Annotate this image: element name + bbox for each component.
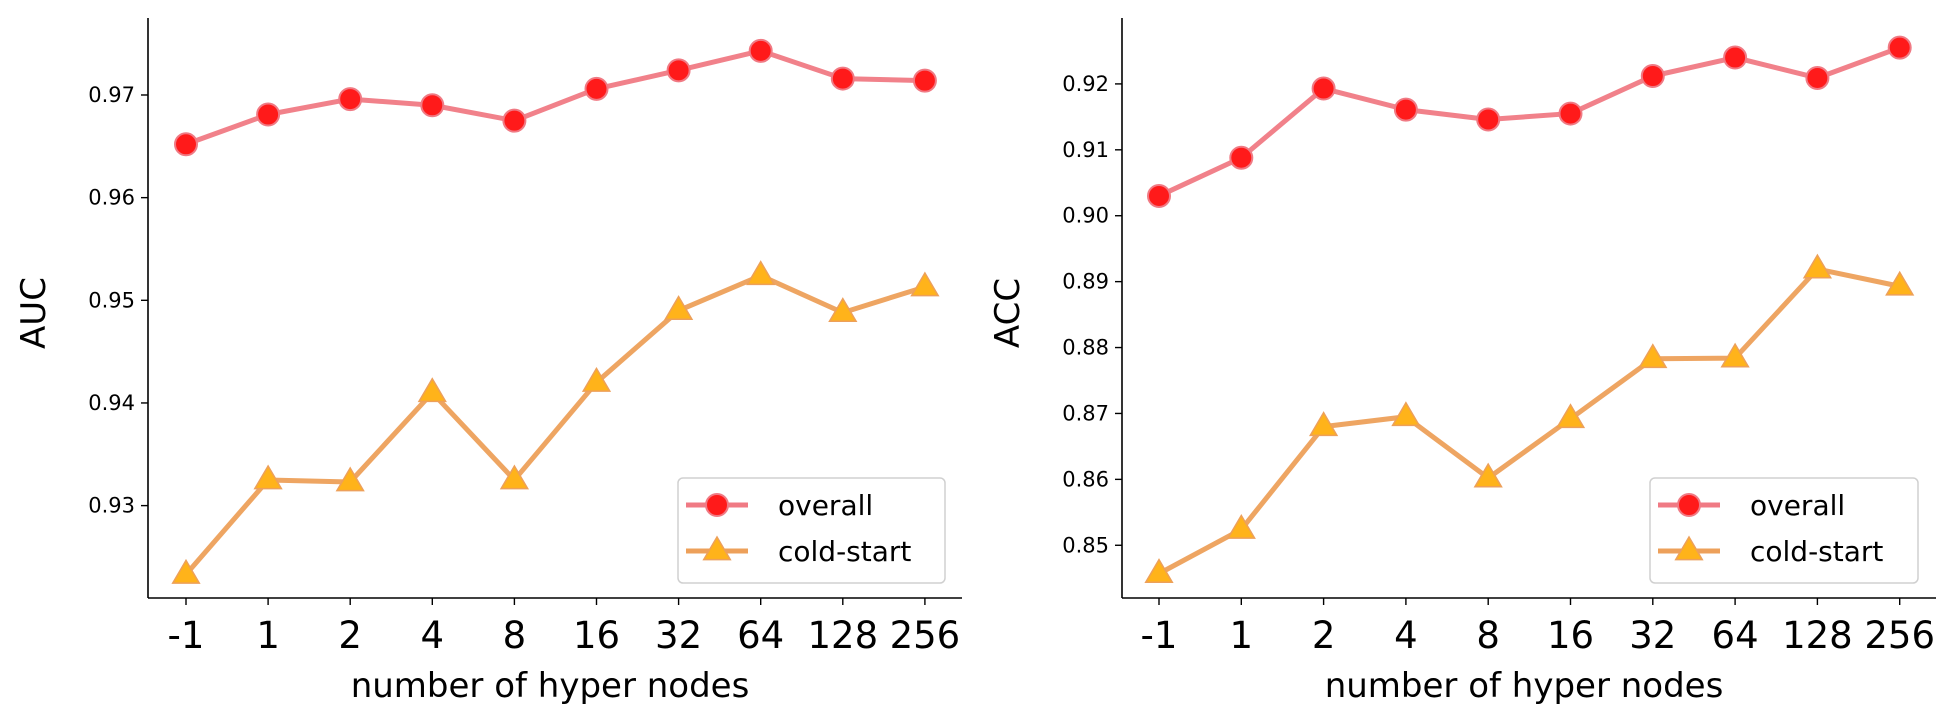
point-overall: [1229, 145, 1254, 170]
y-tick-label: 0.92: [1062, 72, 1109, 96]
y-tick-label: 0.88: [1062, 336, 1109, 360]
x-tick-label: 32: [655, 614, 702, 657]
x-tick-label: -1: [168, 614, 205, 657]
point-cold-start: [499, 464, 530, 490]
point-overall: [830, 66, 855, 91]
x-tick-label: 1: [1230, 614, 1254, 657]
x-tick-label: 1: [256, 614, 280, 657]
y-axis-label: ACC: [988, 278, 1028, 348]
point-overall: [1393, 97, 1418, 122]
point-cold-start: [581, 366, 612, 392]
point-overall: [1640, 64, 1665, 88]
y-tick-label: 0.86: [1062, 467, 1109, 491]
point-overall: [1887, 35, 1912, 60]
y-tick-label: 0.89: [1062, 270, 1109, 294]
x-tick-label: 64: [1712, 614, 1759, 657]
y-tick-label: 0.97: [88, 83, 135, 107]
point-overall: [1723, 45, 1748, 70]
x-tick-label: 4: [1394, 614, 1418, 657]
point-cold-start: [1802, 253, 1833, 279]
point-cold-start: [253, 464, 283, 490]
x-tick-label: 256: [1864, 614, 1935, 657]
point-cold-start: [1308, 411, 1339, 437]
point-cold-start: [1144, 558, 1174, 584]
series-line-overall: [185, 48, 925, 147]
point-cold-start: [171, 558, 201, 584]
y-tick-label: 0.85: [1062, 533, 1109, 557]
legend-label-overall: overall: [778, 489, 873, 522]
x-axis-label: number of hyper nodes: [351, 666, 750, 706]
point-overall: [502, 108, 527, 133]
series-line-cold-start: [184, 273, 926, 577]
x-tick-label: 16: [1547, 614, 1594, 657]
point-cold-start: [1885, 270, 1915, 296]
point-overall: [748, 38, 773, 63]
point-overall: [1147, 183, 1171, 208]
legend-label-cold-start: cold-start: [1750, 535, 1883, 568]
x-axis-label: number of hyper nodes: [1325, 666, 1724, 706]
point-cold-start: [746, 260, 776, 286]
legend-label-cold-start: cold-start: [778, 535, 911, 568]
point-overall: [256, 102, 281, 127]
y-tick-label: 0.90: [1062, 204, 1109, 228]
x-tick-label: 4: [421, 614, 445, 657]
legend-marker-overall: [1677, 493, 1701, 517]
point-overall: [420, 93, 445, 118]
point-overall: [174, 132, 198, 157]
point-cold-start: [1391, 401, 1421, 427]
y-axis-label: AUC: [14, 277, 54, 349]
series-line-overall: [1157, 45, 1901, 199]
series-line-cold-start: [1157, 266, 1901, 576]
x-tick-label: 2: [338, 614, 362, 657]
x-tick-label: 128: [1782, 614, 1853, 657]
point-overall: [666, 58, 691, 83]
x-tick-label: 16: [573, 614, 620, 657]
point-cold-start: [1720, 342, 1750, 368]
point-cold-start: [1473, 462, 1503, 488]
y-tick-label: 0.95: [88, 288, 135, 312]
legend-marker-overall: [705, 493, 729, 517]
x-tick-label: 128: [807, 614, 878, 657]
x-tick-label: 2: [1312, 614, 1336, 657]
point-overall: [584, 76, 609, 101]
legend-label-overall: overall: [1750, 489, 1845, 522]
y-tick-label: 0.96: [88, 186, 135, 210]
point-cold-start: [828, 297, 858, 323]
point-overall: [1311, 76, 1336, 101]
legend-marker-cold-start: [702, 535, 732, 561]
chart-acc: 0.85 0.86 0.87 0.88 0.89 0.90 0.91 0.92 -1 1 2 4 8 16…: [988, 18, 1936, 706]
point-cold-start: [1638, 343, 1668, 369]
x-tick-label: 256: [890, 614, 961, 657]
point-cold-start: [335, 466, 365, 492]
point-overall: [1476, 107, 1501, 132]
point-cold-start: [417, 377, 447, 403]
x-tick-label: 32: [1629, 614, 1676, 657]
point-overall: [1805, 65, 1830, 90]
x-tick-label: 64: [737, 614, 784, 657]
point-overall: [1558, 101, 1583, 126]
legend: overall cold-start: [1649, 477, 1919, 584]
x-tick-label: 8: [503, 614, 527, 657]
point-cold-start: [663, 295, 694, 320]
legend: overall cold-start: [677, 477, 946, 584]
y-tick-label: 0.93: [88, 494, 135, 518]
legend-marker-cold-start: [1674, 535, 1704, 561]
x-tick-label: -1: [1141, 614, 1178, 657]
y-tick-label: 0.91: [1062, 138, 1109, 162]
point-cold-start: [1226, 513, 1256, 539]
x-tick-label: 8: [1476, 614, 1500, 657]
point-overall: [912, 68, 937, 93]
point-cold-start: [910, 271, 940, 297]
point-overall: [338, 87, 363, 112]
y-tick-label: 0.94: [88, 391, 135, 415]
chart-auc: 0.93 0.94 0.95 0.96 0.97 -1 1 2 4 8 16 32 64 128 256 nu…: [14, 18, 962, 706]
y-tick-label: 0.87: [1062, 401, 1109, 425]
point-cold-start: [1555, 403, 1586, 429]
